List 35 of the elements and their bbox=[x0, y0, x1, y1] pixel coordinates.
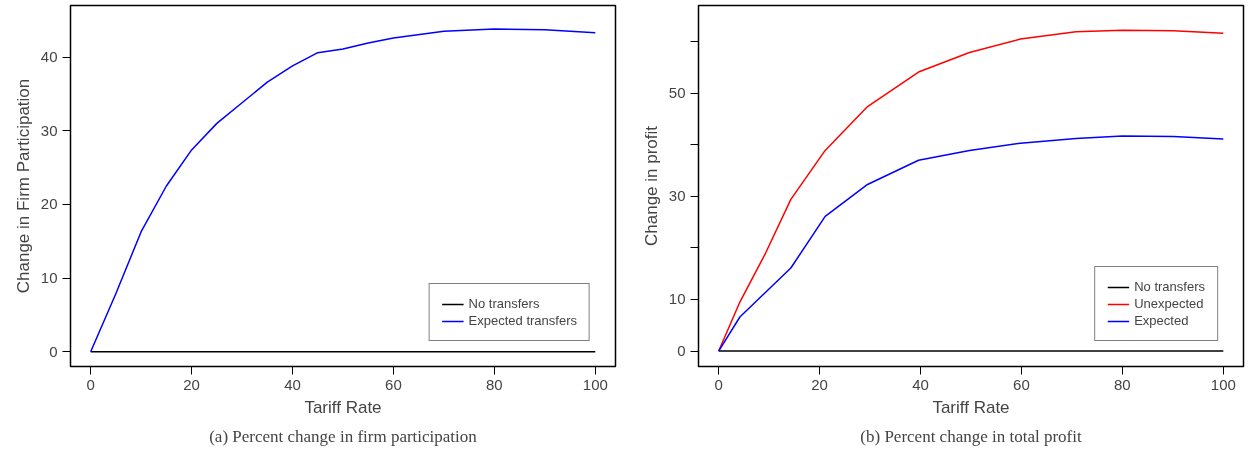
x-tick-label: 80 bbox=[1114, 375, 1131, 393]
x-tick-label: 60 bbox=[1013, 375, 1030, 393]
y-tick-label: 50 bbox=[668, 84, 686, 102]
x-tick-label: 100 bbox=[582, 375, 608, 393]
text: (b) Percent change in total profit bbox=[860, 426, 1082, 446]
x-tick-label: 40 bbox=[284, 375, 301, 393]
x-tick-label: 20 bbox=[811, 375, 828, 393]
y-axis-title: Change in Firm Participation bbox=[13, 78, 33, 294]
y-tick-label: 20 bbox=[40, 195, 58, 213]
x-axis-title: Tariff Rate bbox=[304, 397, 382, 417]
x-axis-title: Tariff Rate bbox=[932, 397, 1010, 417]
y-tick-label: 30 bbox=[40, 121, 58, 139]
x-tick-label: 0 bbox=[86, 375, 95, 393]
y-tick-label: 0 bbox=[49, 342, 58, 360]
legend-label: No transfers bbox=[468, 296, 540, 311]
line-series bbox=[717, 29, 1225, 352]
x-tick-label: 40 bbox=[912, 375, 929, 393]
line-series bbox=[717, 135, 1225, 352]
x-tick-label: 100 bbox=[1210, 375, 1236, 393]
line-series bbox=[89, 28, 597, 353]
y-tick-label: 10 bbox=[40, 269, 58, 287]
x-tick-label: 60 bbox=[385, 375, 402, 393]
text: (a) Percent change in firm participation bbox=[209, 426, 478, 446]
y-tick-label: 30 bbox=[668, 187, 686, 205]
legend-label: Expected transfers bbox=[468, 313, 577, 328]
y-tick-label: 10 bbox=[668, 290, 686, 308]
legend-label: Expected bbox=[1134, 313, 1189, 328]
legend-label: Unexpected bbox=[1134, 296, 1204, 311]
y-axis-title: Change in profit bbox=[641, 125, 661, 247]
x-tick-label: 20 bbox=[183, 375, 200, 393]
x-tick-label: 0 bbox=[714, 375, 723, 393]
y-tick-label: 40 bbox=[40, 48, 58, 66]
x-tick-label: 80 bbox=[486, 375, 503, 393]
y-tick-label: 0 bbox=[677, 342, 686, 360]
legend-label: No transfers bbox=[1134, 279, 1205, 294]
